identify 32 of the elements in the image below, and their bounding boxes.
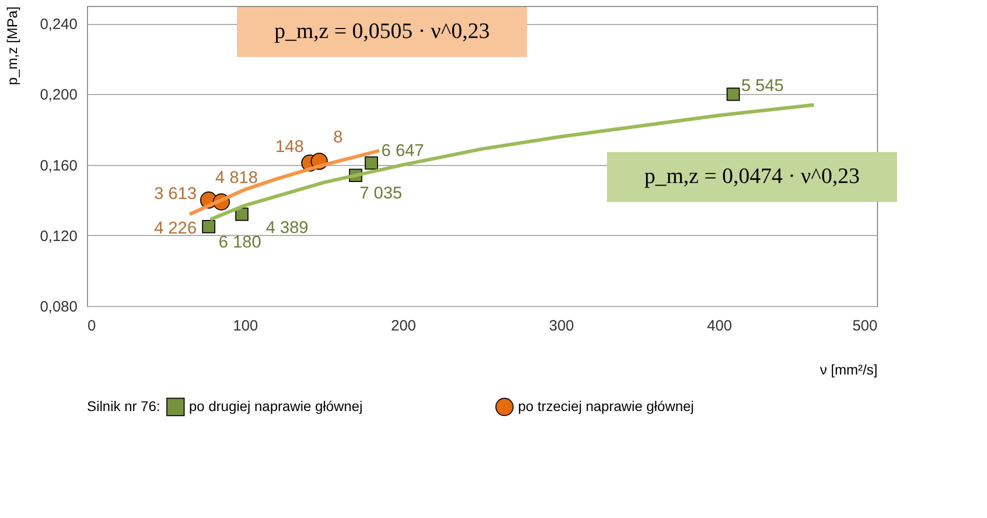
point: [235, 208, 248, 221]
annotation: 4 818: [215, 168, 258, 187]
y-axis-title: p_m,z [MPa]: [4, 6, 20, 86]
x-tick-label: 400: [706, 318, 732, 334]
x-tick-label: 200: [390, 318, 416, 334]
annotation: 7 035: [360, 183, 402, 202]
annotation: 3 613: [154, 184, 197, 204]
legend-label: po trzeciej naprawie głównej: [518, 398, 694, 414]
annotation: 4 226: [154, 218, 197, 238]
annotation: p_m,z = 0,0474 · ν^0,23: [644, 163, 860, 188]
x-tick-label: 0: [88, 318, 96, 334]
legend-title: Silnik nr 76:: [87, 398, 160, 414]
y-tick-label: 0,080: [40, 298, 78, 316]
annotation: 4 389: [266, 218, 308, 238]
x-tick-label: 300: [548, 318, 574, 334]
y-tick-label: 0,240: [40, 16, 78, 34]
x-tick-label: 100: [232, 318, 258, 334]
annotation: 6 180: [218, 232, 262, 252]
x-tick-label: 500: [852, 318, 878, 334]
annotation: 5 545: [741, 76, 784, 96]
y-tick-label: 0,160: [40, 157, 78, 174]
point: [202, 220, 216, 234]
legend-label: po drugiej naprawie głównej: [189, 398, 363, 414]
annotation: 148: [275, 137, 304, 156]
point: [726, 88, 740, 101]
y-tick-label: 0,200: [40, 86, 78, 104]
annotation: 6 647: [381, 141, 424, 160]
annotation: 8: [333, 127, 343, 146]
x-axis-title: ν [mm²/s]: [820, 362, 878, 378]
annotation: p_m,z = 0,0505 · ν^0,23: [274, 18, 490, 43]
y-tick-label: 0,120: [40, 228, 78, 245]
point: [364, 156, 378, 170]
